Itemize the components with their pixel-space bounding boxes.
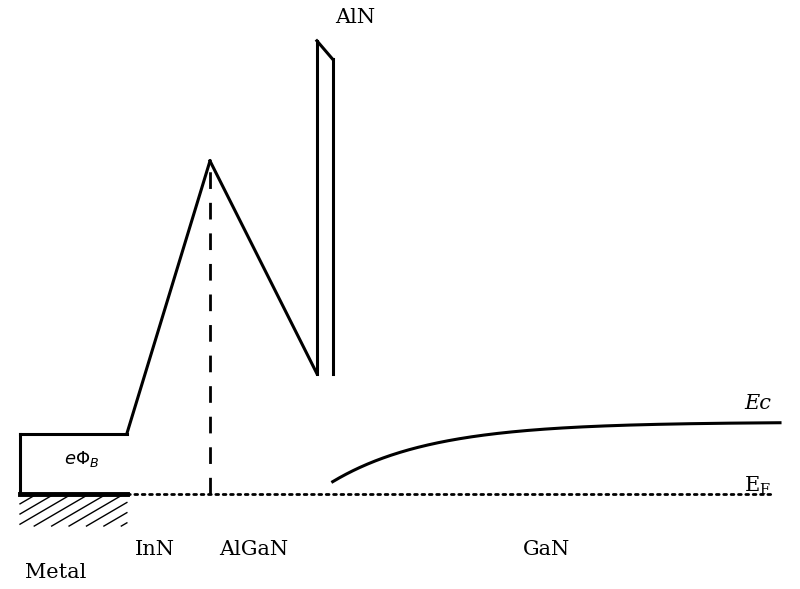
Text: $\mathregular{E_F}$: $\mathregular{E_F}$ <box>744 474 771 497</box>
Text: InN: InN <box>134 540 174 559</box>
Text: AlGaN: AlGaN <box>219 540 288 559</box>
Text: Metal: Metal <box>25 563 86 582</box>
Text: $e\Phi_B$: $e\Phi_B$ <box>63 449 99 469</box>
Text: AlN: AlN <box>335 8 375 27</box>
Text: GaN: GaN <box>523 540 570 559</box>
Text: Ec: Ec <box>744 394 771 413</box>
